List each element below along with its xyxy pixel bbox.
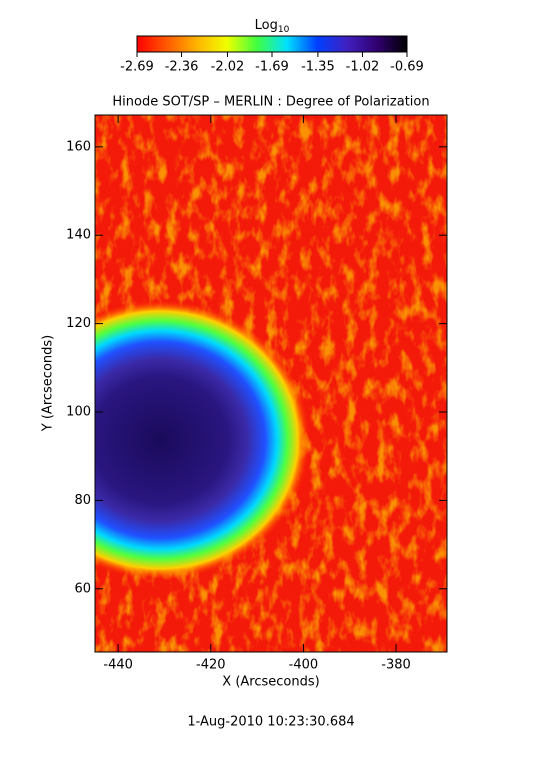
y-tick-label: 140 (66, 228, 91, 243)
colorbar-tick-label: -2.36 (165, 60, 199, 75)
x-tick-label: -380 (381, 658, 411, 673)
sunspot (95, 300, 310, 580)
colorbar-tick-label: -0.69 (390, 60, 424, 75)
colorbar-tick-label: -1.69 (255, 60, 289, 75)
y-tick-label: 80 (74, 493, 91, 508)
colorbar (136, 35, 408, 53)
footer-date: 1-Aug-2010 10:23:30.684 (187, 715, 354, 730)
colorbar-label-base: Log (255, 18, 278, 33)
image (95, 115, 447, 652)
y-tick-label: 100 (66, 405, 91, 420)
y-axis-label: Y (Arcseconds) (41, 335, 56, 432)
x-axis-label: X (Arcseconds) (222, 675, 319, 690)
x-tick-label: -420 (196, 658, 226, 673)
colorbar-tick-label: -1.02 (346, 60, 380, 75)
colorbar-tick-label: -1.35 (301, 60, 335, 75)
x-tick-label: -400 (289, 658, 319, 673)
colorbar-label-subscript: 10 (278, 25, 290, 35)
colorbar-tick-label: -2.02 (211, 60, 245, 75)
colorbar-tick-label: -2.69 (120, 60, 154, 75)
x-tick-label: -440 (103, 658, 133, 673)
y-tick-label: 120 (66, 316, 91, 331)
y-tick-label: 160 (66, 139, 91, 154)
y-tick-label: 60 (74, 581, 91, 596)
plot-frame (94, 114, 448, 653)
chart-title: Hinode SOT/SP – MERLIN : Degree of Polar… (112, 95, 429, 110)
colorbar-label: Log10 (255, 18, 290, 35)
